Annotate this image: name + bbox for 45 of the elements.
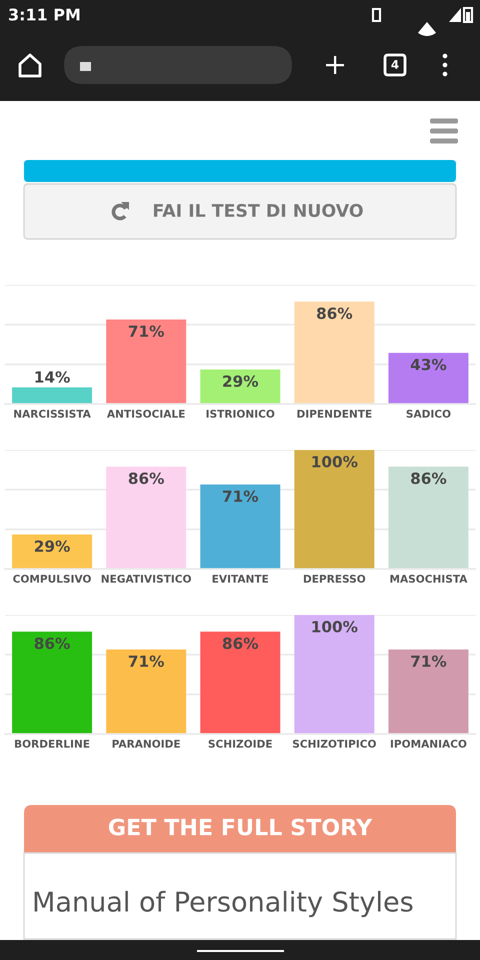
bar: [388, 466, 468, 569]
data-label: 100%: [312, 456, 358, 468]
data-label: 14%: [35, 371, 70, 383]
x-tick-label: SADICO: [406, 410, 451, 418]
x-tick-label: IPOMANIACO: [390, 740, 466, 748]
text: 3:11 PM: [9, 8, 80, 21]
bar: [106, 320, 186, 404]
text: FAI IL TEST DI NUOVO: [154, 204, 363, 218]
data-label: 29%: [223, 375, 258, 387]
data-label: 29%: [34, 540, 70, 552]
data-label: 71%: [128, 655, 164, 667]
data-label: 86%: [34, 638, 70, 650]
bar: [294, 450, 374, 569]
text: GET THE FULL STORY: [108, 818, 372, 836]
bar: [200, 369, 280, 404]
x-tick-label: ANTISOCIALE: [106, 410, 185, 418]
x-tick-label: DEPRESSO: [304, 574, 366, 583]
bar: [12, 387, 92, 404]
data-label: 71%: [222, 490, 258, 502]
x-tick-label: ISTRIONICO: [206, 410, 274, 418]
data-label: 86%: [411, 472, 446, 484]
x-tick-label: PARANOIDE: [112, 740, 180, 748]
x-tick-label: MASOCHISTA: [390, 574, 468, 583]
data-label: 43%: [410, 358, 446, 370]
data-label: 71%: [411, 655, 446, 667]
bar: [106, 466, 186, 569]
x-tick-label: BORDERLINE: [15, 740, 90, 748]
x-tick-label: SCHIZOIDE: [208, 740, 272, 748]
data-label: 86%: [128, 472, 164, 484]
x-tick-label: SCHIZOTIPICO: [292, 740, 376, 748]
x-tick-label: NEGATIVISTICO: [102, 574, 191, 583]
bar: [294, 302, 374, 404]
text: 4: [391, 60, 399, 69]
data-label: 100%: [312, 620, 358, 632]
data-label: 86%: [222, 638, 258, 650]
bar: [200, 484, 280, 569]
x-tick-label: NARCISSISTA: [14, 410, 91, 418]
x-tick-label: EVITANTE: [212, 574, 268, 583]
bar: [12, 534, 92, 569]
x-tick-label: COMPULSIVO: [13, 574, 91, 583]
data-label: 71%: [128, 325, 164, 337]
text: Manual of Personality Styles: [34, 890, 412, 918]
data-label: 86%: [317, 308, 352, 320]
x-tick-label: DIPENDENTE: [297, 410, 372, 418]
bar: [388, 352, 468, 404]
